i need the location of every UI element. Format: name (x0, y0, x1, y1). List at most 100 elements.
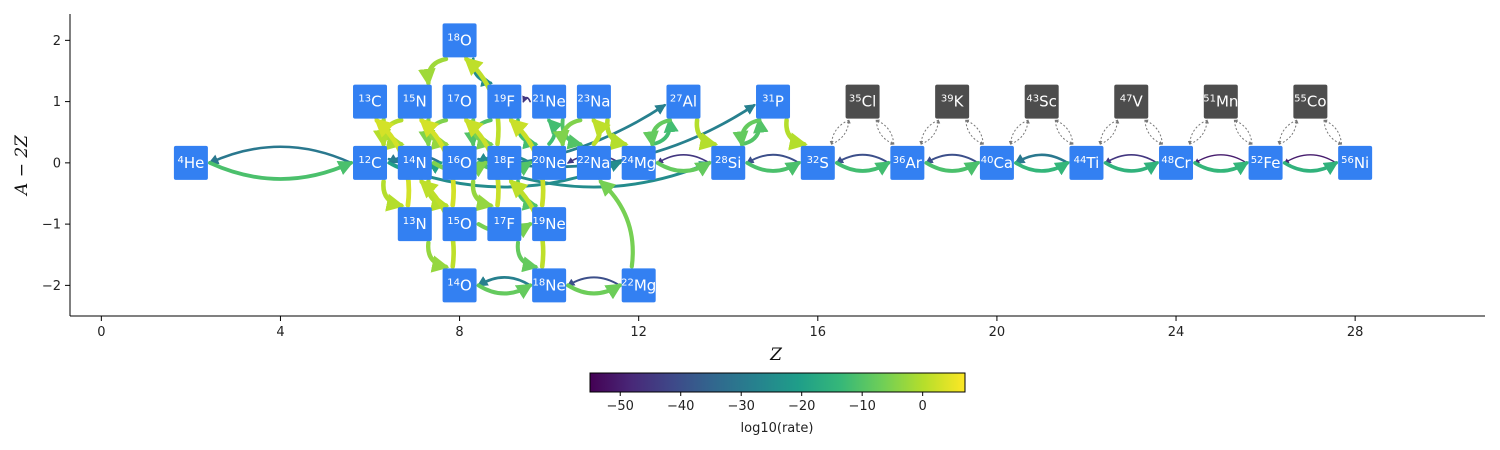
inactive-link (1233, 119, 1253, 145)
nuclide-35cl: 35Cl (845, 84, 880, 119)
colorbar-tick-label: −50 (607, 399, 634, 414)
nuclide-label: 36Ar (893, 154, 923, 172)
nuclide-box (666, 84, 701, 119)
reaction-link (924, 160, 981, 176)
nuclide-23na: 23Na (576, 84, 611, 119)
nuclide-label: 16O (447, 154, 472, 172)
inactive-link (875, 119, 895, 145)
reaction-link (566, 276, 621, 287)
inactive-link (1233, 120, 1253, 145)
nuclide-label: 52Fe (1251, 154, 1281, 172)
nuclide-box (890, 145, 925, 180)
nuclide-box (1338, 145, 1373, 180)
inactive-link (875, 120, 895, 145)
nuclide-label: 44Ti (1074, 154, 1100, 172)
nuclide-box (1248, 145, 1283, 180)
inactive-link (1323, 120, 1343, 145)
reaction-link (522, 95, 531, 103)
inactive-link (1008, 119, 1029, 145)
inactive-link (919, 119, 939, 145)
reaction-link (655, 160, 712, 177)
y-tick-label: −1 (42, 218, 61, 233)
nuclide-box (487, 207, 522, 242)
reaction-link (208, 145, 353, 165)
nuclide-14o: 14O (442, 268, 477, 303)
nuclide-box (442, 145, 477, 180)
nuclide-15o: 15O (442, 207, 477, 242)
nuclide-box (532, 84, 567, 119)
nuclide-box (487, 145, 522, 180)
inactive-link (1144, 120, 1164, 145)
nuclide-label: 22Na (577, 154, 610, 172)
colorbar-tick-label: −40 (667, 399, 694, 414)
nuclide-box (397, 84, 432, 119)
nuclide-box (1069, 145, 1104, 180)
nuclide-label: 15O (447, 215, 472, 233)
nuclide-51mn: 51Mn (1203, 84, 1238, 119)
reaction-link (925, 153, 979, 164)
nuclide-18f: 18F (487, 145, 522, 180)
nuclide-4he: 4He (173, 145, 208, 180)
nuclide-17o: 17O (442, 84, 477, 119)
nuclide-label: 17F (494, 215, 515, 233)
nuclide-label: 48Cr (1161, 154, 1191, 172)
reaction-link (732, 118, 762, 148)
nuclide-label: 55Co (1294, 93, 1326, 111)
inactive-link (965, 120, 985, 145)
inactive-link (1099, 119, 1120, 145)
nuclide-box (397, 145, 432, 180)
nuclide-label: 22Mg (621, 276, 656, 294)
nuclide-label: 14N (403, 154, 427, 172)
nuclide-16o: 16O (442, 145, 477, 180)
nuclide-box (442, 23, 477, 58)
nuclide-label: 40Ca (981, 154, 1013, 172)
colorbar-tick-label: 0 (919, 399, 927, 414)
nuclide-box (173, 145, 208, 180)
reaction-link (784, 117, 808, 151)
x-tick-label: 4 (276, 325, 284, 340)
inactive-link (1098, 119, 1118, 145)
reaction-link (476, 283, 533, 300)
nuclide-13c: 13C (353, 84, 388, 119)
nuclide-box (353, 145, 388, 180)
nuclide-label: 47V (1120, 93, 1144, 111)
nuclide-box (1203, 84, 1238, 119)
x-tick-label: 12 (630, 325, 647, 340)
reaction-link (656, 153, 711, 164)
nuclide-box (576, 145, 611, 180)
inactive-link (920, 119, 941, 145)
nuclide-19f: 19F (487, 84, 522, 119)
nuclide-box (845, 84, 880, 119)
colorbar-label: log10(rate) (741, 421, 814, 436)
nuclide-label: 18Ne (533, 276, 566, 294)
nuclide-box (532, 268, 567, 303)
nuclide-label: 17O (447, 93, 472, 111)
nuclide-label: 35Cl (849, 93, 876, 111)
colorbar: −50 −40 −30 −20 −10 0 (589, 372, 966, 414)
x-tick-label: 8 (455, 325, 463, 340)
nuclide-box (711, 145, 746, 180)
reaction-link (835, 153, 890, 164)
nuclide-label: 14O (447, 276, 472, 294)
inactive-link (1323, 119, 1342, 145)
nuclide-box (979, 145, 1014, 180)
nuclide-box (532, 145, 567, 180)
nuclide-box (935, 84, 970, 119)
inactive-link (1279, 119, 1299, 145)
colorbar-gradient (589, 372, 966, 393)
inactive-link (1189, 119, 1209, 145)
colorbar-tick-label: −30 (727, 399, 754, 414)
nuclide-label: 15N (403, 93, 427, 111)
nuclide-27al: 27Al (666, 84, 701, 119)
nuclide-55co: 55Co (1293, 84, 1328, 119)
nuclide-label: 19Ne (533, 215, 566, 233)
reaction-link (547, 118, 563, 146)
y-tick-label: 2 (53, 34, 61, 49)
inactive-link (1054, 120, 1074, 145)
nuclide-36ar: 36Ar (890, 145, 925, 180)
nuclide-52fe: 52Fe (1248, 145, 1283, 180)
inactive-link (829, 119, 850, 145)
nuclide-label: 20Ne (533, 154, 566, 172)
inactive-link (831, 119, 851, 145)
